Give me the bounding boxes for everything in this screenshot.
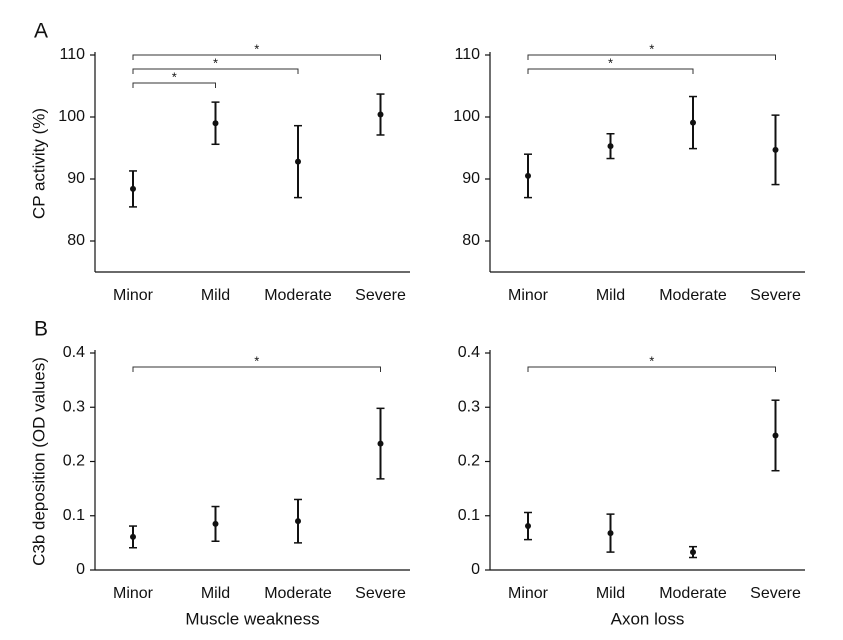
mean-point bbox=[772, 432, 779, 439]
x-tick-label: Mild bbox=[596, 585, 625, 602]
y-tick-label: 0.2 bbox=[63, 453, 85, 470]
y-axis-title: CP activity (%) bbox=[29, 108, 48, 219]
mean-point bbox=[607, 530, 614, 537]
y-tick-label: 0.2 bbox=[458, 453, 480, 470]
mean-point bbox=[525, 523, 531, 530]
x-tick-label: Mild bbox=[201, 585, 230, 602]
x-axis-title: Axon loss bbox=[611, 609, 685, 628]
mean-point bbox=[295, 518, 301, 525]
y-tick-label: 0.1 bbox=[63, 507, 85, 524]
significance-bracket bbox=[527, 68, 694, 74]
x-tick-label: Moderate bbox=[264, 287, 332, 304]
mean-point bbox=[130, 185, 136, 192]
significance-label: * bbox=[213, 55, 218, 70]
x-tick-label: Severe bbox=[355, 287, 406, 304]
significance-label: * bbox=[254, 41, 259, 56]
mean-point bbox=[607, 143, 614, 150]
significance-bracket bbox=[132, 68, 299, 74]
y-tick-label: 0.4 bbox=[458, 344, 480, 361]
x-tick-label: Severe bbox=[750, 585, 801, 602]
panel-label: A bbox=[34, 20, 48, 43]
y-tick-label: 110 bbox=[59, 46, 85, 63]
mean-point bbox=[690, 119, 696, 126]
mean-point bbox=[690, 549, 696, 556]
significance-label: * bbox=[254, 353, 259, 368]
x-tick-label: Moderate bbox=[659, 585, 727, 602]
y-tick-label: 100 bbox=[453, 108, 480, 125]
y-tick-label: 110 bbox=[454, 46, 480, 63]
significance-bracket bbox=[132, 366, 381, 372]
significance-label: * bbox=[608, 55, 613, 70]
x-tick-label: Mild bbox=[596, 287, 625, 304]
y-tick-label: 0.3 bbox=[458, 398, 480, 415]
x-tick-label: Minor bbox=[508, 287, 549, 304]
y-tick-label: 0.1 bbox=[458, 507, 480, 524]
panel-label: B bbox=[34, 318, 48, 341]
x-tick-label: Moderate bbox=[264, 585, 332, 602]
significance-label: * bbox=[649, 41, 654, 56]
y-tick-label: 0 bbox=[76, 561, 85, 578]
significance-bracket bbox=[527, 366, 776, 372]
y-tick-label: 80 bbox=[462, 232, 480, 249]
y-tick-label: 100 bbox=[58, 108, 85, 125]
mean-point bbox=[212, 120, 219, 127]
mean-point bbox=[525, 172, 531, 179]
x-tick-label: Severe bbox=[750, 287, 801, 304]
x-tick-label: Minor bbox=[113, 287, 154, 304]
x-tick-label: Moderate bbox=[659, 287, 727, 304]
significance-bracket bbox=[132, 54, 381, 60]
mean-point bbox=[377, 440, 384, 447]
x-tick-label: Minor bbox=[113, 585, 154, 602]
y-tick-label: 90 bbox=[462, 170, 480, 187]
y-tick-label: 90 bbox=[67, 170, 85, 187]
significance-bracket bbox=[132, 82, 216, 88]
x-axis-title: Muscle weakness bbox=[185, 609, 319, 628]
mean-point bbox=[772, 146, 779, 153]
significance-label: * bbox=[172, 69, 177, 84]
mean-point bbox=[130, 533, 136, 540]
y-tick-label: 0 bbox=[471, 561, 480, 578]
y-tick-label: 0.3 bbox=[63, 398, 85, 415]
y-axis-title: C3b deposition (OD values) bbox=[29, 357, 48, 566]
mean-point bbox=[295, 158, 301, 165]
significance-bracket bbox=[527, 54, 776, 60]
x-tick-label: Mild bbox=[201, 287, 230, 304]
y-tick-label: 0.4 bbox=[63, 344, 85, 361]
mean-point bbox=[377, 111, 384, 118]
x-tick-label: Severe bbox=[355, 585, 406, 602]
x-tick-label: Minor bbox=[508, 585, 549, 602]
significance-label: * bbox=[649, 353, 654, 368]
mean-point bbox=[212, 520, 219, 527]
y-tick-label: 80 bbox=[67, 232, 85, 249]
